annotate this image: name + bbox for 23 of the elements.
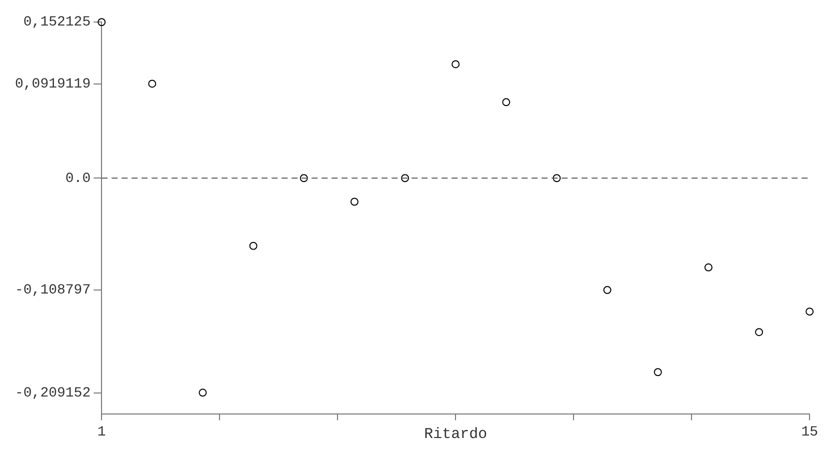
y-tick-label: -0,108797 — [14, 282, 91, 299]
y-tick-label: 0,152125 — [23, 14, 91, 31]
point — [452, 60, 460, 68]
point — [350, 198, 358, 206]
point — [806, 308, 814, 316]
y-tick-label: 0.0 — [65, 170, 91, 187]
point — [98, 18, 106, 26]
x-axis-title: Ritardo — [424, 426, 488, 443]
point — [148, 80, 156, 88]
x-tick-label: 1 — [97, 424, 106, 440]
point — [502, 98, 510, 106]
point — [198, 388, 207, 397]
point — [704, 263, 712, 272]
point — [654, 368, 662, 376]
point — [249, 242, 258, 250]
point — [603, 286, 612, 294]
point — [755, 328, 764, 336]
point — [401, 174, 410, 182]
point — [300, 174, 308, 182]
y-tick-label: -0,209152 — [14, 386, 91, 402]
y-tick-label: 0,0919119 — [14, 76, 91, 93]
x-tick-label: 15 — [801, 424, 818, 440]
point — [552, 174, 561, 182]
